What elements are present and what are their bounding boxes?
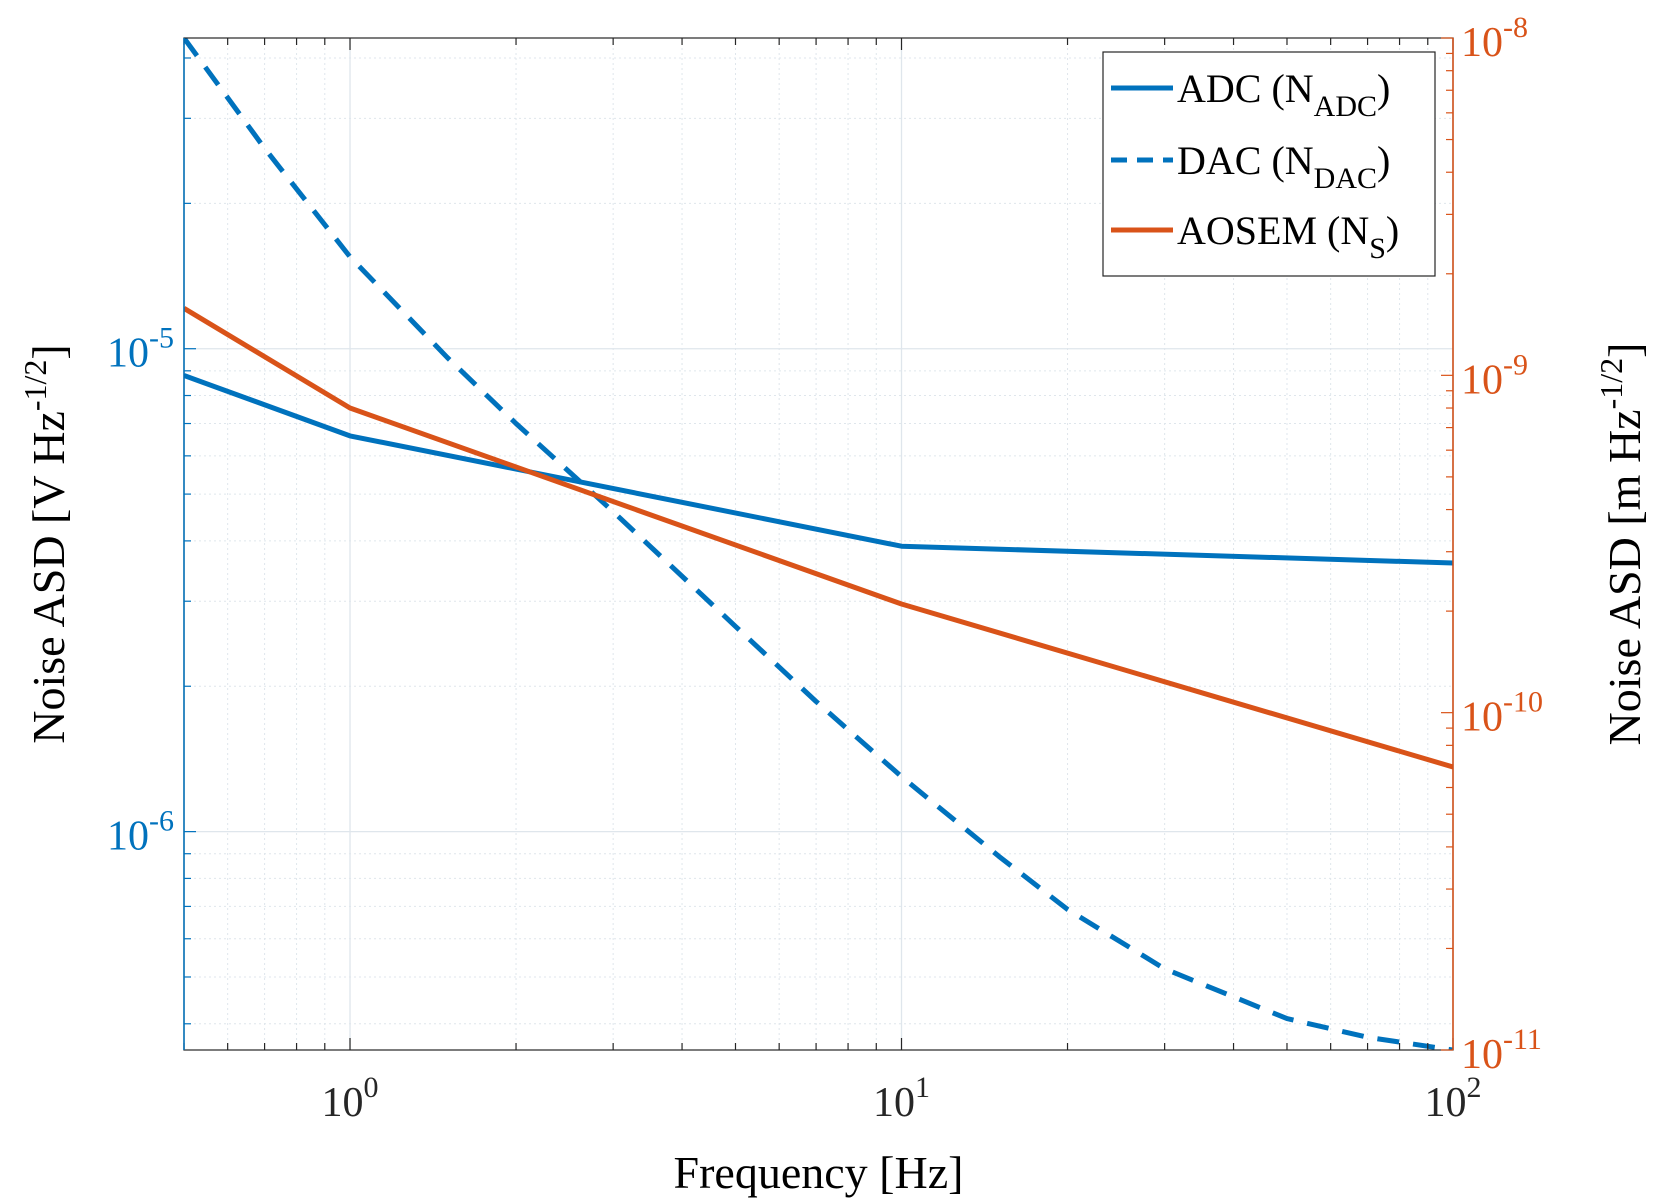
legend-entry-dac: DAC (NDAC) (1111, 138, 1390, 195)
x-tick-label-exp: 2 (1467, 1071, 1482, 1104)
legend: ADC (NADC)DAC (NDAC)AOSEM (NS) (1102, 51, 1436, 277)
x-tick-label-base: 10 (322, 1080, 364, 1126)
y-right-tick-label: 10-10 (1461, 686, 1543, 741)
y-right-tick-label-base: 10 (1461, 357, 1503, 403)
legend-label-close: ) (1377, 138, 1390, 183)
x-tick-label: 102 (1425, 1071, 1482, 1126)
x-tick-label: 101 (873, 1071, 930, 1126)
legend-label-adc: ADC (NADC) (1177, 66, 1390, 123)
x-tick-label-base: 10 (873, 1080, 915, 1126)
y-right-tick-label: 10-9 (1461, 348, 1528, 403)
y-right-tick-label-exp: -8 (1503, 11, 1528, 44)
legend-entry-adc: ADC (NADC) (1111, 66, 1390, 123)
y-left-tick-label-base: 10 (107, 331, 149, 377)
legend-label-subscript: DAC (1314, 162, 1377, 195)
y-right-label-close: ] (1599, 343, 1650, 358)
legend-label-subscript: ADC (1314, 90, 1377, 123)
legend-label-text: DAC (N (1177, 138, 1314, 183)
legend-label-aosem: AOSEM (NS) (1177, 208, 1399, 265)
legend-label-text: AOSEM (N (1177, 208, 1369, 253)
y-right-label-main: Noise ASD [m Hz (1599, 409, 1650, 745)
legend-label-close: ) (1377, 66, 1390, 111)
legend-entry-aosem: AOSEM (NS) (1111, 208, 1399, 265)
series-line-adc (184, 373, 1453, 566)
x-tick-label-base: 10 (1425, 1080, 1467, 1126)
x-tick-label-exp: 0 (364, 1071, 379, 1104)
legend-label-subscript: S (1369, 232, 1386, 265)
legend-label-text: ADC (N (1177, 66, 1314, 111)
y-left-tick-label: 10-6 (107, 805, 174, 860)
y-left-tick-label: 10-5 (107, 322, 174, 377)
legend-label-close: ) (1386, 208, 1399, 253)
y-right-label-exponent: -1/2 (1593, 358, 1629, 410)
y-right-tick-label: 10-11 (1461, 1023, 1542, 1078)
y-right-tick-label-exp: -11 (1503, 1023, 1542, 1056)
series-line-aosem (184, 306, 1453, 770)
x-axis-label: Frequency [Hz] (674, 1147, 964, 1198)
y-left-axis-ticks: 10-610-5 (107, 38, 196, 1050)
y-left-label-exponent: -1/2 (17, 360, 53, 412)
x-tick-label-exp: 1 (915, 1071, 930, 1104)
y-right-tick-label: 10-8 (1461, 11, 1528, 66)
y-right-tick-label-exp: -9 (1503, 348, 1528, 381)
x-tick-label: 100 (322, 1071, 379, 1126)
y-right-tick-label-base: 10 (1461, 1032, 1503, 1078)
y-right-tick-label-exp: -10 (1503, 686, 1543, 719)
y-left-label-main: Noise ASD [V Hz (23, 411, 74, 744)
y-left-axis-label: Noise ASD [V Hz-1/2] (17, 344, 74, 744)
grid (183, 38, 1454, 1050)
y-left-tick-label-exp: -5 (149, 322, 174, 355)
y-right-axis-label: Noise ASD [m Hz-1/2] (1593, 343, 1650, 746)
series-line-dac (184, 38, 1453, 1050)
y-right-tick-label-base: 10 (1461, 695, 1503, 741)
series-layer (184, 38, 1453, 1050)
y-left-tick-label-exp: -6 (149, 805, 174, 838)
y-right-tick-label-base: 10 (1461, 20, 1503, 66)
y-left-label-close: ] (23, 344, 74, 359)
y-left-tick-label-base: 10 (107, 814, 149, 860)
legend-label-dac: DAC (NDAC) (1177, 138, 1390, 195)
